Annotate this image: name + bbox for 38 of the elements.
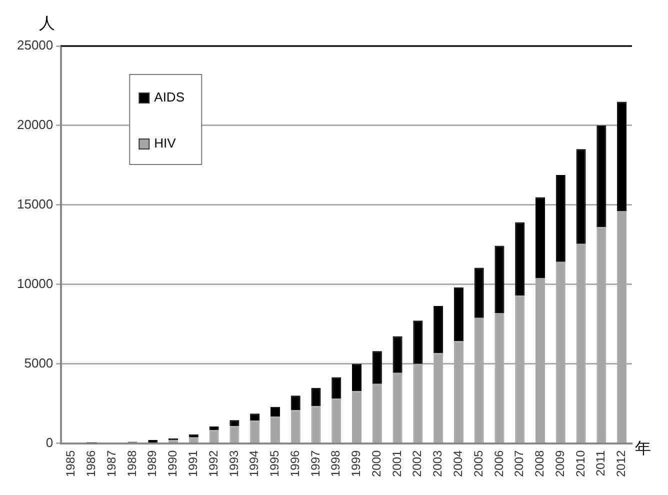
x-tick-label: 1996 [288,450,302,478]
x-tick-label: 2000 [369,450,384,478]
legend-label: HIV [154,136,176,151]
x-tick-label: 2004 [451,450,466,478]
y-tick-label: 5000 [24,355,54,370]
x-tick-label: 1993 [226,450,241,478]
x-tick-label: 1990 [166,450,180,478]
x-tick-label: 2003 [430,450,445,478]
x-tick-label: 2011 [594,450,608,476]
x-tick-label: 2012 [614,450,628,478]
x-tick-label: 1995 [268,450,282,478]
y-tick-label: 20000 [16,117,54,132]
y-tick-label: 25000 [16,38,54,53]
x-axis-title: 年 [635,440,651,458]
x-tick-label: 2001 [390,450,404,478]
x-tick-label: 1994 [247,450,262,478]
x-tick-label: 1985 [64,450,78,478]
x-tick-label: 2005 [471,450,486,478]
x-tick-label: 2008 [532,450,547,478]
x-tick-label: 1998 [328,450,343,478]
legend-label: AIDS [154,90,185,105]
x-tick-label: 1999 [349,450,364,478]
x-tick-label: 2009 [552,450,567,478]
x-tick-label: 1989 [145,450,160,478]
y-tick-label: 15000 [16,196,54,212]
y-tick-label: 10000 [16,276,54,291]
x-tick-label: 2002 [410,450,424,478]
x-tick-label: 1986 [84,450,98,478]
x-tick-label: 2006 [492,450,506,478]
x-tick-label: 2010 [573,450,588,478]
x-tick-label: 2007 [512,450,526,478]
x-tick-label: 1988 [124,450,139,478]
y-tick-label: 0 [46,434,54,450]
x-tick-label: 1992 [206,450,220,478]
y-axis-title: 人 [39,15,56,32]
x-tick-label: 1991 [186,450,200,478]
x-tick-label: 1987 [104,450,118,478]
x-tick-label: 1997 [308,450,322,478]
